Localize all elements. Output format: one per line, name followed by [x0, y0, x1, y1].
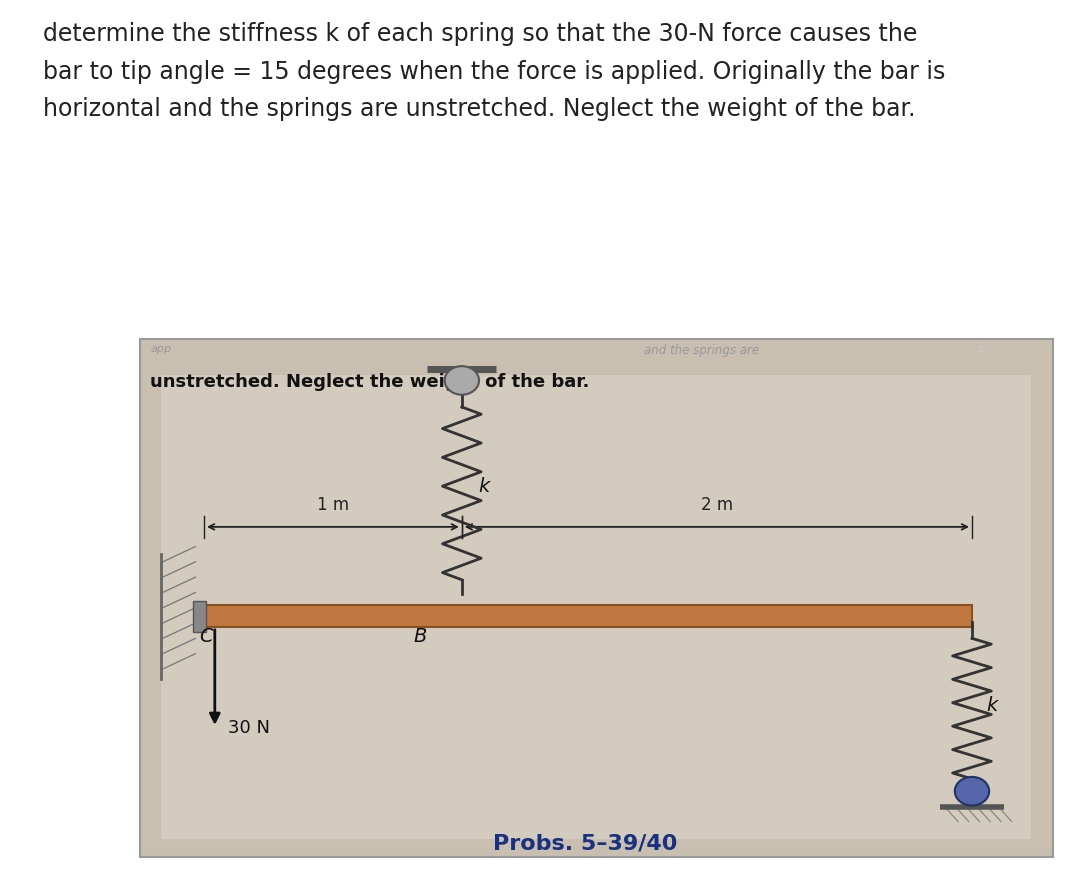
Text: and the springs are: and the springs are: [644, 344, 759, 357]
Text: 1 m: 1 m: [317, 497, 349, 514]
Text: B: B: [413, 627, 426, 646]
Text: unstretched. Neglect the weight of the bar.: unstretched. Neglect the weight of the b…: [150, 373, 590, 391]
Text: k: k: [478, 477, 489, 497]
Text: determine the stiffness k of each spring so that the 30-N force causes the
bar t: determine the stiffness k of each spring…: [43, 22, 945, 121]
Text: is: is: [977, 344, 985, 354]
FancyBboxPatch shape: [161, 375, 1031, 839]
Text: C: C: [199, 627, 213, 646]
Circle shape: [445, 366, 479, 395]
Text: app: app: [150, 344, 172, 354]
FancyBboxPatch shape: [193, 600, 206, 632]
Text: 2 m: 2 m: [701, 497, 732, 514]
Text: 30 N: 30 N: [228, 719, 270, 737]
Circle shape: [955, 777, 989, 805]
FancyBboxPatch shape: [199, 605, 972, 628]
Text: k: k: [986, 696, 997, 715]
FancyBboxPatch shape: [140, 339, 1053, 857]
Text: Probs. 5–39/40: Probs. 5–39/40: [493, 834, 678, 854]
